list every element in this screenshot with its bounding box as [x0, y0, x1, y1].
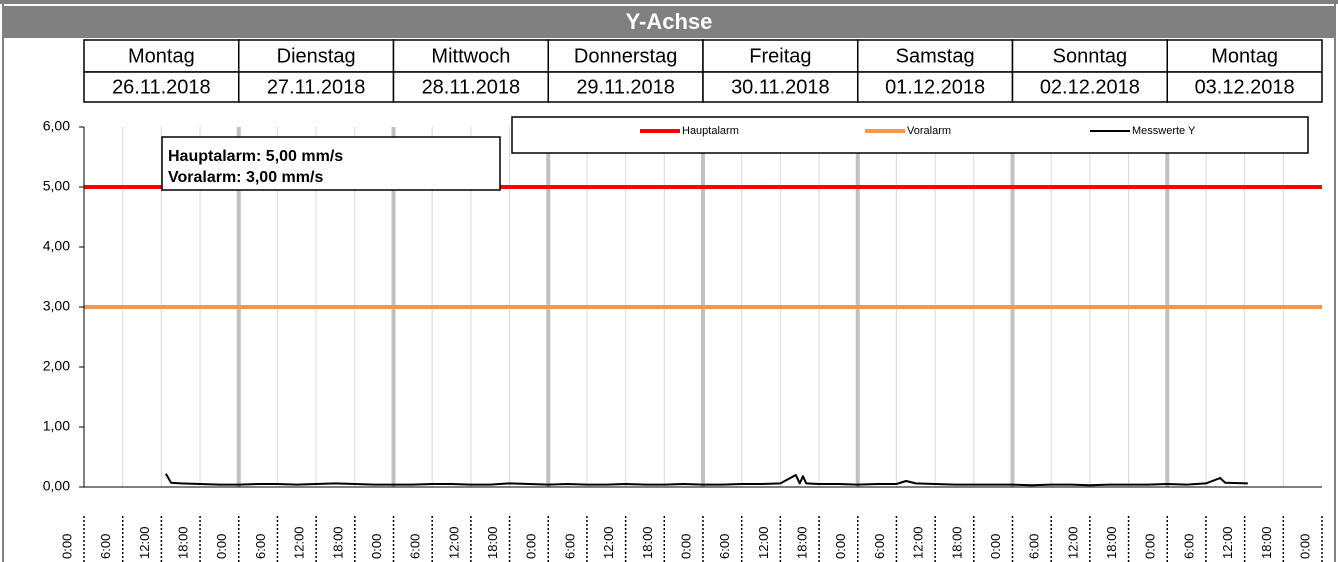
right-border [1334, 4, 1336, 562]
x-tick-label: 18:00 [330, 526, 345, 559]
header-cell [392, 39, 549, 73]
x-tick-label: 0:00 [59, 534, 74, 559]
x-tick-label: 0:00 [988, 534, 1003, 559]
x-tick-label: 12:00 [1065, 526, 1080, 559]
x-tick-label: 12:00 [1220, 526, 1235, 559]
annotation: Voralarm: 3,00 mm/s [168, 169, 323, 186]
x-tick-label: 0:00 [833, 534, 848, 559]
y-tick-label: 0,00 [43, 478, 70, 494]
date-label: 27.11.2018 [267, 76, 366, 98]
x-tick-label: 18:00 [1104, 526, 1119, 559]
x-tick-label: 18:00 [176, 526, 191, 559]
header-cell [83, 39, 240, 73]
series-line [165, 473, 1248, 487]
x-tick-label: 0:00 [214, 534, 229, 559]
top-border [0, 0, 1338, 4]
header-cell [238, 71, 395, 103]
legend-label: Messwerte Y [1132, 125, 1196, 137]
x-tick-label: 6:00 [408, 534, 423, 559]
title-bar [4, 6, 1334, 38]
date-label: 30.11.2018 [731, 76, 830, 98]
weekday-label: Sonntag [1053, 45, 1128, 67]
x-tick-label: 0:00 [1143, 534, 1158, 559]
x-tick-label: 6:00 [253, 534, 268, 559]
x-tick-label: 12:00 [446, 526, 461, 559]
header-cell [547, 71, 704, 103]
header-cell [702, 39, 859, 73]
y-tick-label: 1,00 [43, 418, 70, 434]
x-tick-label: 18:00 [485, 526, 500, 559]
x-tick-label: 18:00 [1259, 526, 1274, 559]
date-label: 28.11.2018 [422, 76, 521, 98]
x-tick-label: 6:00 [1181, 534, 1196, 559]
left-border [2, 4, 4, 562]
x-tick-label: 12:00 [601, 526, 616, 559]
date-label: 26.11.2018 [112, 76, 211, 98]
annotation-box [161, 136, 501, 191]
y-tick-label: 3,00 [43, 298, 70, 314]
y-tick-label: 2,00 [43, 358, 70, 374]
legend-box [511, 116, 1309, 154]
x-tick-label: 6:00 [717, 534, 732, 559]
weekday-label: Freitag [749, 45, 811, 67]
x-tick-label: 12:00 [911, 526, 926, 559]
date-label: 01.12.2018 [885, 76, 985, 98]
legend-label: Hauptalarm [682, 125, 739, 137]
date-label: 02.12.2018 [1040, 76, 1140, 98]
y-tick-label: 6,00 [43, 118, 70, 134]
x-tick-label: 6:00 [562, 534, 577, 559]
x-tick-label: 0:00 [1297, 534, 1312, 559]
y-tick-label: 4,00 [43, 238, 70, 254]
header-cell [392, 71, 549, 103]
weekday-label: Montag [1211, 45, 1278, 67]
y-tick-label: 5,00 [43, 178, 70, 194]
x-tick-label: 6:00 [872, 534, 887, 559]
x-tick-label: 18:00 [640, 526, 655, 559]
x-tick-label: 12:00 [137, 526, 152, 559]
date-label: 03.12.2018 [1195, 76, 1295, 98]
weekday-label: Dienstag [277, 45, 356, 67]
x-tick-label: 18:00 [795, 526, 810, 559]
weekday-label: Montag [128, 45, 195, 67]
weekday-label: Mittwoch [431, 45, 510, 67]
weekday-label: Samstag [896, 45, 975, 67]
header-cell [1011, 71, 1168, 103]
header-cell [702, 71, 859, 103]
x-tick-label: 0:00 [678, 534, 693, 559]
x-tick-label: 12:00 [756, 526, 771, 559]
legend-label: Voralarm [907, 125, 951, 137]
x-tick-label: 6:00 [1027, 534, 1042, 559]
date-label: 29.11.2018 [576, 76, 675, 98]
x-tick-label: 12:00 [292, 526, 307, 559]
header-cell [238, 39, 395, 73]
annotation: Hauptalarm: 5,00 mm/s [168, 148, 343, 165]
x-tick-label: 6:00 [98, 534, 113, 559]
weekday-label: Donnerstag [574, 45, 677, 67]
header-cell [1166, 39, 1323, 73]
x-tick-label: 0:00 [369, 534, 384, 559]
x-tick-label: 0:00 [524, 534, 539, 559]
x-tick-label: 18:00 [949, 526, 964, 559]
header-cell [1166, 71, 1323, 103]
chart-title: Y-Achse [626, 9, 713, 34]
